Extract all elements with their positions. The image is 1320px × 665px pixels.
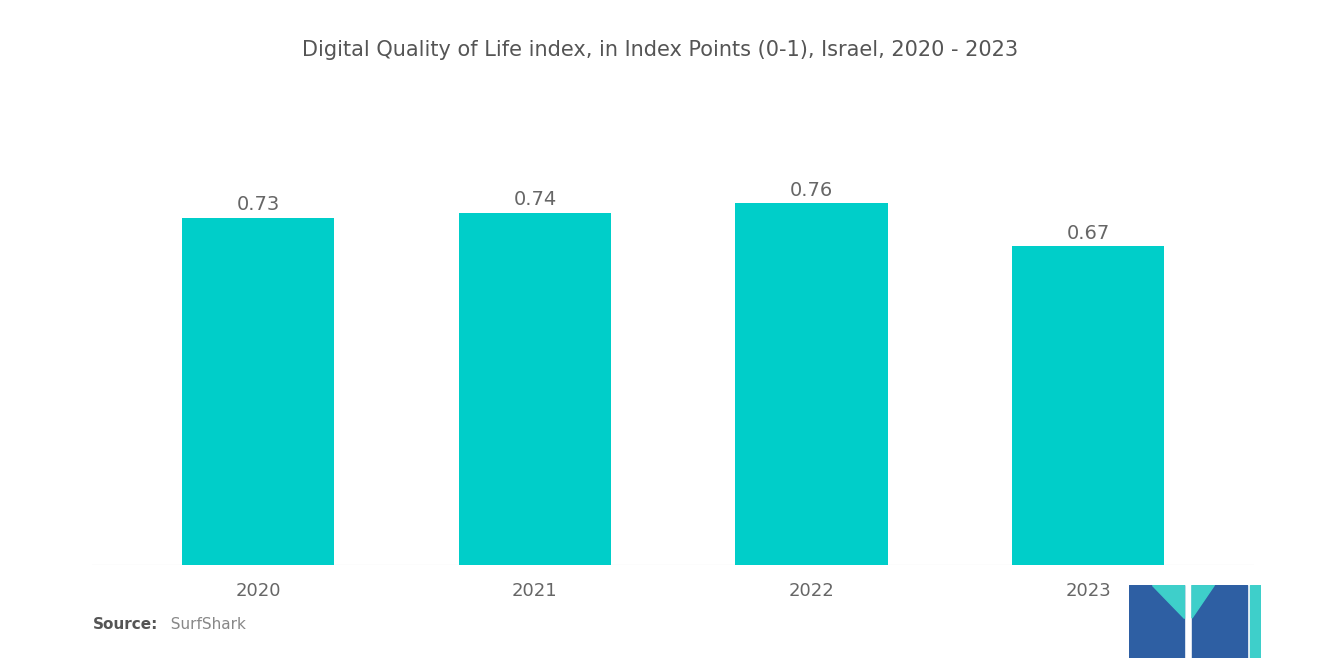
Polygon shape [1152,585,1184,618]
Text: 0.74: 0.74 [513,190,557,209]
Text: Digital Quality of Life index, in Index Points (0-1), Israel, 2020 - 2023: Digital Quality of Life index, in Index … [302,40,1018,60]
Bar [1012,246,1164,565]
Text: 0.73: 0.73 [236,195,280,214]
Text: SurfShark: SurfShark [161,616,246,632]
Polygon shape [1250,585,1261,658]
Text: 0.67: 0.67 [1067,223,1110,243]
Polygon shape [1192,585,1247,658]
Text: Source:: Source: [92,616,158,632]
Bar [735,203,887,565]
Bar [182,217,334,565]
Bar [459,213,611,565]
Text: 0.76: 0.76 [789,181,833,200]
Polygon shape [1129,585,1184,658]
Polygon shape [1192,585,1214,618]
